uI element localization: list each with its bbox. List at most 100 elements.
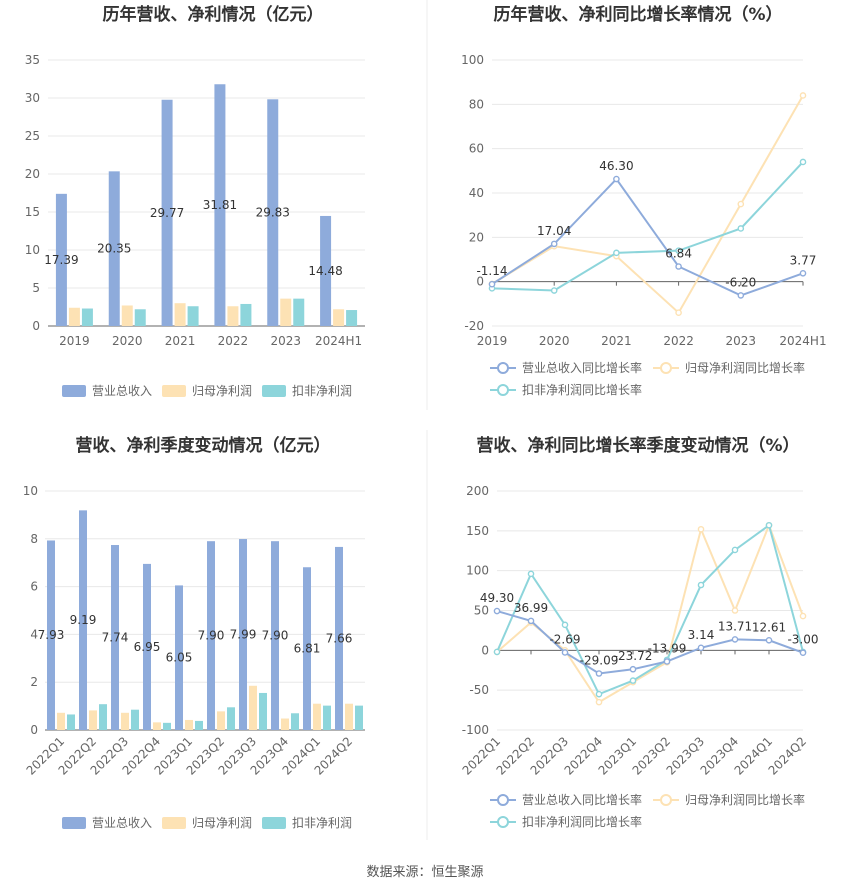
point-series-0 [765, 636, 773, 644]
legend-item[interactable]: 营业总收入同比增长率 [490, 360, 642, 375]
point-series-0 [737, 292, 745, 299]
data-label: 49.30 [480, 591, 514, 605]
y-tick-label: 6 [30, 580, 38, 594]
legend-item[interactable]: 扣非净利润同比增长率 [490, 814, 642, 829]
point-series-2 [527, 570, 535, 578]
legend-item[interactable]: 归母净利润 [162, 816, 252, 830]
point-series-2 [561, 621, 569, 629]
data-label: -29.09 [580, 654, 619, 668]
x-tick-label: 2024Q2 [766, 734, 810, 778]
line-series-2 [491, 161, 804, 292]
bar-series-1 [121, 712, 129, 730]
legend-item[interactable]: 归母净利润同比增长率 [653, 792, 805, 807]
x-tick-label: 2020 [539, 334, 570, 348]
x-tick-label: 2019 [59, 334, 90, 348]
data-label: -2.69 [549, 632, 580, 646]
legend-label: 归母净利润同比增长率 [685, 360, 805, 375]
legend-label: 扣非净利润 [292, 816, 352, 830]
point-series-2 [697, 581, 705, 589]
bar-series-1 [281, 718, 289, 730]
y-tick-label: 100 [461, 53, 484, 67]
bar-series-2 [99, 704, 107, 730]
x-tick-label: 2022 [663, 334, 694, 348]
point-series-0 [488, 280, 496, 288]
legend-label: 归母净利润 [192, 816, 252, 830]
chart-title: 历年营收、净利情况（亿元） [103, 4, 324, 25]
chart-title: 营收、净利季度变动情况（亿元） [76, 435, 331, 456]
data-label: 6.95 [134, 640, 161, 654]
data-label: 9.19 [70, 613, 97, 627]
legend-item[interactable]: 扣非净利润 [262, 816, 352, 830]
legend-marker [497, 816, 509, 828]
bar-series-2 [134, 309, 146, 326]
x-tick-label: 2023 [726, 334, 757, 348]
x-tick-label: 2021 [165, 334, 196, 348]
y-tick-label: 10 [25, 243, 40, 257]
y-tick-label: 40 [469, 186, 484, 200]
line-series-0 [496, 610, 804, 675]
data-label: -23.72 [614, 649, 653, 663]
data-label: 7.99 [230, 628, 257, 642]
y-tick-label: -100 [462, 723, 489, 737]
x-tick-label: 2020 [112, 334, 143, 348]
y-tick-label: 50 [474, 604, 489, 618]
bar-series-2 [227, 707, 235, 730]
legend-marker [660, 794, 672, 806]
point-series-2 [675, 247, 682, 254]
point-series-2 [731, 546, 739, 554]
y-tick-label: 15 [25, 205, 40, 219]
legend-item[interactable]: 扣非净利润同比增长率 [490, 382, 642, 397]
annual-revenue-profit-chart: 历年营收、净利情况（亿元） 0 5 10 15 20 25 30 35 2019 2020 2021… [25, 4, 365, 398]
bar-series-2 [355, 705, 363, 730]
chart-title: 历年营收、净利同比增长率情况（%） [493, 4, 782, 25]
point-series-0 [550, 240, 558, 248]
point-series-1 [697, 525, 705, 533]
data-label: 46.30 [599, 159, 633, 173]
x-tick-label: 2019 [477, 334, 508, 348]
bar-series-2 [81, 308, 93, 326]
legend-label: 扣非净利润同比增长率 [522, 382, 642, 397]
point-series-1 [799, 612, 807, 620]
legend-swatch [262, 385, 286, 397]
bar-series-1 [174, 303, 186, 326]
y-tick-label: 25 [25, 129, 40, 143]
data-label: 7.93 [38, 628, 65, 642]
point-series-1 [675, 309, 682, 317]
legend-label: 营业总收入同比增长率 [522, 792, 642, 807]
legend-item[interactable]: 扣非净利润 [262, 384, 352, 398]
point-series-2 [737, 225, 745, 232]
legend-item[interactable]: 归母净利润同比增长率 [653, 360, 805, 375]
legend-item[interactable]: 营业总收入 [62, 816, 152, 830]
point-series-0 [675, 263, 682, 270]
y-tick-label: 2 [30, 675, 38, 689]
bar-series-2 [67, 714, 75, 730]
bar-series-1 [217, 711, 225, 730]
bar-series-2 [195, 720, 203, 730]
legend-label: 营业总收入同比增长率 [522, 360, 642, 375]
bar-series-1 [57, 712, 65, 730]
point-series-1 [731, 607, 739, 614]
chart-title: 营收、净利同比增长率季度变动情况（%） [476, 435, 799, 456]
bar-series-0 [335, 546, 343, 730]
bar-series-2 [187, 306, 199, 326]
legend-item[interactable]: 营业总收入 [62, 384, 152, 398]
data-label: 7.74 [102, 631, 129, 645]
data-label: 29.77 [150, 206, 184, 220]
line-series-0 [491, 177, 804, 297]
annual-growth-rate-chart: 历年营收、净利同比增长率情况（%） -20 0 20 40 60 80 100 2019 202… [461, 4, 827, 397]
point-series-2 [613, 249, 620, 257]
legend-item[interactable]: 营业总收入同比增长率 [490, 792, 642, 807]
data-label: 6.05 [166, 651, 193, 665]
legend-swatch [262, 817, 286, 829]
data-label: 20.35 [97, 242, 131, 256]
data-label: -3.00 [787, 633, 818, 647]
bar-series-0 [55, 193, 67, 326]
bar-series-0 [161, 99, 173, 326]
legend-marker [497, 794, 509, 806]
data-label: 12.61 [752, 620, 786, 634]
point-series-1 [737, 200, 745, 208]
legend-label: 归母净利润同比增长率 [685, 792, 805, 807]
data-label: -13.99 [648, 641, 687, 655]
legend-item[interactable]: 归母净利润 [162, 384, 252, 398]
data-label: 7.90 [198, 629, 225, 643]
